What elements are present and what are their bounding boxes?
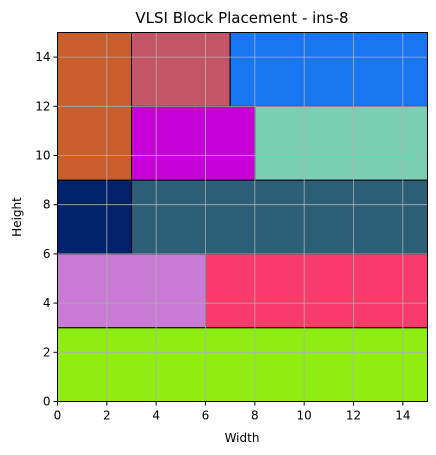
block-3	[205, 253, 428, 329]
plot-frame	[57, 32, 428, 402]
x-axis: 0 2 4 6 8 10 12 14	[54, 401, 410, 423]
block-5	[131, 179, 428, 255]
y-tick-label-2: 2	[43, 345, 51, 359]
y-axis-label: Height	[10, 197, 24, 237]
block-7	[131, 105, 256, 181]
block-1	[57, 327, 428, 403]
blocks-layer	[57, 32, 428, 403]
chart-title: VLSI Block Placement - ins-8	[135, 9, 348, 27]
x-tick-label-6: 6	[202, 409, 210, 423]
y-tick-label-8: 8	[43, 198, 51, 212]
x-tick-label-4: 4	[152, 409, 160, 423]
block-4	[57, 179, 132, 255]
y-tick-label-14: 14	[35, 50, 50, 64]
y-tick-label-10: 10	[35, 149, 50, 163]
x-tick-label-14: 14	[395, 409, 410, 423]
x-tick-label-8: 8	[251, 409, 259, 423]
block-10	[229, 32, 428, 107]
block-9	[131, 32, 231, 107]
x-tick-label-0: 0	[54, 409, 62, 423]
y-tick-label-12: 12	[35, 99, 50, 113]
block-2	[57, 253, 206, 329]
x-tick-label-10: 10	[297, 409, 312, 423]
y-tick-label-4: 4	[43, 296, 51, 310]
x-axis-label: Width	[225, 431, 260, 445]
y-tick-label-0: 0	[43, 395, 51, 409]
y-axis: 0 2 4 6 8 10 12 14	[35, 50, 58, 409]
x-tick-label-12: 12	[346, 409, 361, 423]
y-tick-label-6: 6	[43, 247, 51, 261]
x-tick-label-2: 2	[103, 409, 111, 423]
block-8	[254, 105, 428, 181]
